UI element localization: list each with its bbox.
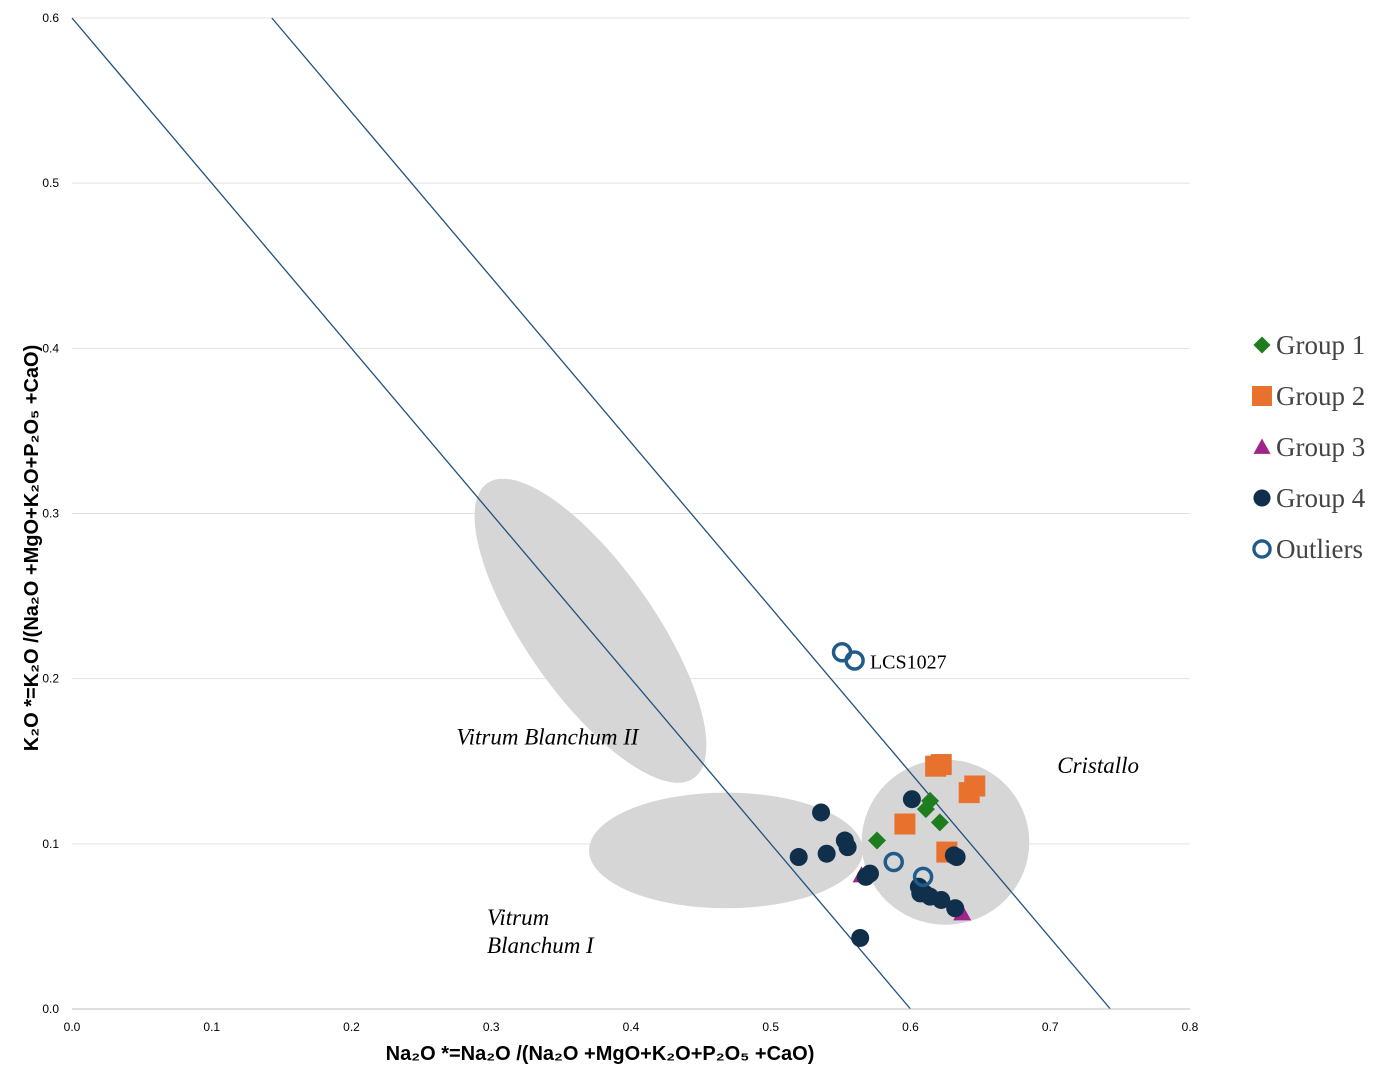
legend-label-1: Group 2: [1276, 381, 1365, 411]
point-group-4-0: [789, 848, 808, 867]
series-group-2: [894, 754, 986, 863]
x-tick-label-2: 0.2: [343, 1020, 360, 1034]
reference-lines: [71, 17, 1111, 1010]
legend-label-0: Group 1: [1276, 330, 1365, 360]
point-group-4-7: [860, 864, 879, 883]
legend-item-group-3: Group 3: [1253, 432, 1365, 462]
x-tick-label-6: 0.6: [902, 1020, 919, 1034]
legend-marker-3: [1253, 489, 1271, 507]
point-group-4-1: [812, 803, 831, 822]
legend-item-group-2: Group 2: [1252, 381, 1365, 411]
annotations: LCS1027: [870, 651, 947, 673]
point-group-4-15: [946, 899, 965, 918]
series-group-4: [789, 790, 966, 947]
point-group-1-2: [921, 791, 940, 810]
point-outliers-2: [883, 851, 904, 873]
point-group-2-2: [930, 754, 952, 776]
y-tick-label-6: 0.6: [42, 11, 59, 25]
x-tick-label-4: 0.4: [623, 1020, 640, 1034]
reference-line-0: [71, 17, 911, 1010]
y-tick-label-4: 0.4: [42, 341, 59, 355]
x-tick-label-1: 0.1: [203, 1020, 220, 1034]
legend-item-group-1: Group 1: [1253, 330, 1365, 360]
point-group-2-0: [894, 813, 916, 835]
legend-marker-1: [1252, 386, 1272, 406]
x-tick-label-0: 0.0: [64, 1020, 81, 1034]
x-tick-labels: 0.0 0.1 0.2 0.3 0.4 0.5 0.6 0.7 0.8: [64, 1020, 1199, 1034]
point-group-1-3: [930, 813, 949, 832]
region-label-2: Cristallo: [1057, 753, 1139, 778]
reference-line-1: [271, 17, 1111, 1010]
x-tick-label-8: 0.8: [1182, 1020, 1199, 1034]
annotation-0: LCS1027: [870, 651, 947, 673]
legend-marker-0: [1253, 336, 1271, 354]
y-tick-label-2: 0.2: [42, 672, 59, 686]
legend: Group 1 Group 2 Group 3 Group 4 Outliers: [1252, 330, 1366, 564]
point-group-4-8: [902, 790, 921, 809]
y-tick-labels: 0.0 0.1 0.2 0.3 0.4 0.5 0.6: [42, 11, 59, 1016]
y-axis-title: K₂O *=K₂O /(Na₂O +MgO+K₂O+P₂O₅ +CaO): [21, 345, 43, 751]
legend-marker-2: [1253, 438, 1271, 454]
y-tick-label-3: 0.3: [42, 507, 59, 521]
region-label-0: Vitrum Blanchum II: [456, 725, 640, 750]
point-group-4-13: [932, 890, 951, 909]
point-group-4-4: [838, 838, 857, 857]
y-tick-label-0: 0.0: [42, 1002, 59, 1016]
point-group-1-0: [867, 831, 886, 850]
series-group-1: [867, 791, 949, 850]
data-points: [789, 641, 986, 947]
x-tick-label-3: 0.3: [483, 1020, 500, 1034]
legend-label-2: Group 3: [1276, 432, 1365, 462]
point-group-4-16: [947, 848, 966, 867]
legend-label-4: Outliers: [1276, 534, 1363, 564]
x-axis-title: Na₂O *=Na₂O /(Na₂O +MgO+K₂O+P₂O₅ +CaO): [386, 1043, 815, 1065]
region-labels: Vitrum Blanchum II Vitrum Blanchum I Crista…: [456, 725, 1139, 958]
point-group-2-5: [964, 775, 986, 797]
region-label-1: Vitrum Blanchum I: [487, 905, 595, 958]
y-tick-label-1: 0.1: [42, 837, 59, 851]
legend-marker-4: [1252, 539, 1272, 559]
y-tick-label-5: 0.5: [42, 176, 59, 190]
region-ellipse-1: [589, 792, 863, 909]
point-group-4-5: [851, 928, 870, 947]
x-tick-label-7: 0.7: [1042, 1020, 1059, 1034]
point-outliers-1: [844, 650, 865, 671]
point-outliers-3: [912, 866, 934, 888]
legend-item-group-4: Group 4: [1253, 483, 1366, 513]
point-group-4-2: [817, 844, 836, 863]
legend-item-outliers: Outliers: [1252, 534, 1363, 564]
x-tick-label-5: 0.5: [762, 1020, 779, 1034]
series-outliers: [831, 641, 934, 888]
legend-label-3: Group 4: [1276, 483, 1366, 513]
